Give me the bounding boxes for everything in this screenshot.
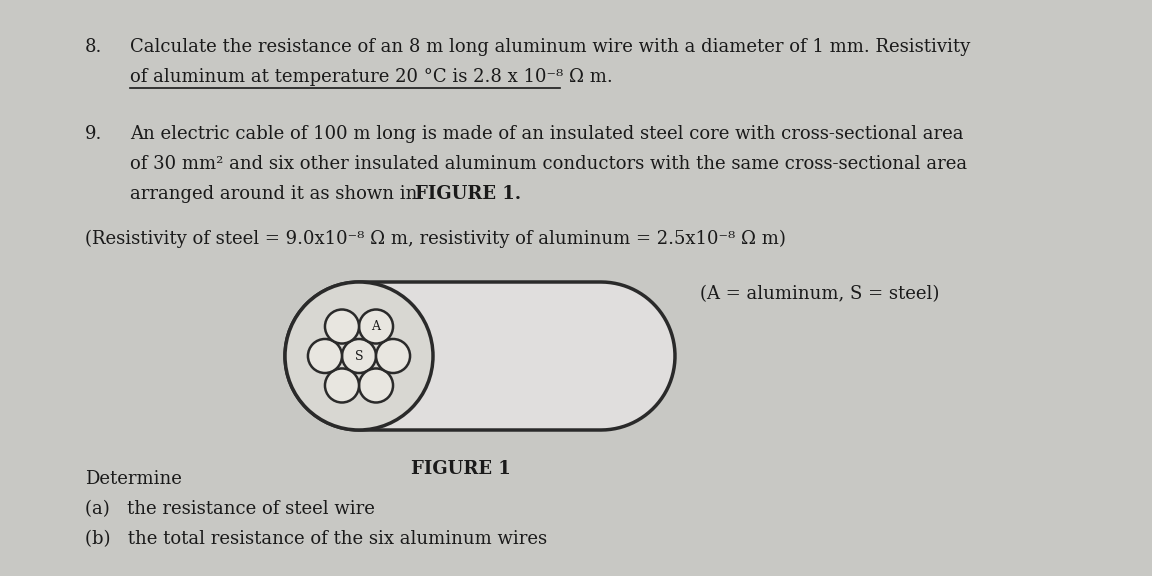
Text: (b)   the total resistance of the six aluminum wires: (b) the total resistance of the six alum… [85,530,547,548]
Circle shape [359,309,393,343]
Text: of aluminum at temperature 20 °C is 2.8 x 10⁻⁸ Ω m.: of aluminum at temperature 20 °C is 2.8 … [130,68,613,86]
Circle shape [308,339,342,373]
Text: 8.: 8. [85,38,103,56]
PathPatch shape [285,282,675,430]
Text: of 30 mm² and six other insulated aluminum conductors with the same cross-sectio: of 30 mm² and six other insulated alumin… [130,155,968,173]
Text: An electric cable of 100 m long is made of an insulated steel core with cross-se: An electric cable of 100 m long is made … [130,125,963,143]
Circle shape [376,339,410,373]
Circle shape [285,282,433,430]
Text: S: S [355,350,363,362]
Text: Calculate the resistance of an 8 m long aluminum wire with a diameter of 1 mm. R: Calculate the resistance of an 8 m long … [130,38,970,56]
Circle shape [325,309,359,343]
Text: (a)   the resistance of steel wire: (a) the resistance of steel wire [85,500,374,518]
Text: FIGURE 1.: FIGURE 1. [415,185,521,203]
Text: arranged around it as shown in: arranged around it as shown in [130,185,423,203]
Text: (A = aluminum, S = steel): (A = aluminum, S = steel) [700,285,939,303]
Text: Determine: Determine [85,470,182,488]
Text: FIGURE 1: FIGURE 1 [410,460,510,478]
Text: (Resistivity of steel = 9.0x10⁻⁸ Ω m, resistivity of aluminum = 2.5x10⁻⁸ Ω m): (Resistivity of steel = 9.0x10⁻⁸ Ω m, re… [85,230,786,248]
Text: 9.: 9. [85,125,103,143]
Text: A: A [371,320,380,333]
Circle shape [359,369,393,403]
Circle shape [342,339,376,373]
Circle shape [325,369,359,403]
